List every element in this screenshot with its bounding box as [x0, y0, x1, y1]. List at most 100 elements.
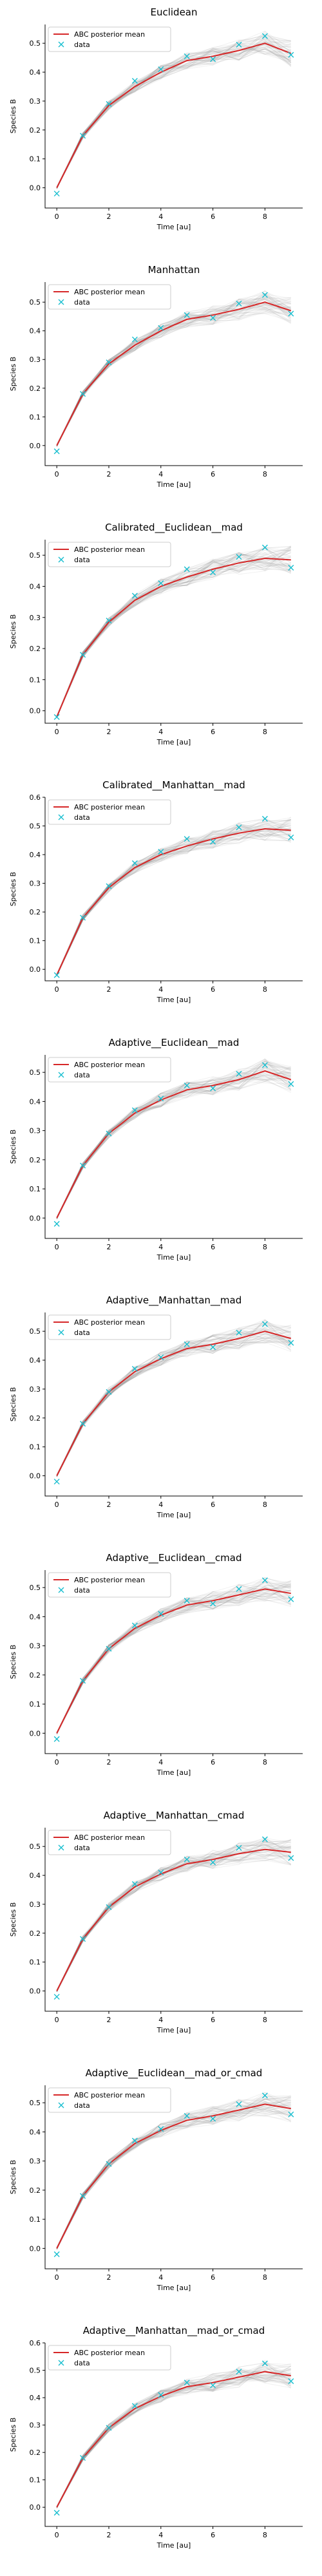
data-point — [210, 56, 216, 62]
data-point — [158, 2392, 164, 2398]
posterior-sample-line — [56, 817, 291, 975]
y-tick-label: 0.2 — [30, 1414, 41, 1423]
legend-frame — [48, 1572, 171, 1598]
posterior-sample-line — [56, 2372, 291, 2508]
posterior-sample-line — [56, 1066, 292, 1218]
posterior-mean-line — [56, 2103, 291, 2249]
x-tick-label: 6 — [211, 1758, 215, 1766]
legend-frame — [48, 26, 171, 52]
data-point — [80, 1162, 86, 1169]
y-tick-label: 0.3 — [30, 2421, 41, 2430]
posterior-sample-line — [56, 819, 291, 977]
posterior-sample-line — [56, 547, 292, 717]
posterior-sample-line — [56, 1063, 291, 1218]
posterior-sample-line — [56, 1320, 292, 1475]
x-tick-label: 8 — [263, 213, 267, 221]
x-tick-label: 0 — [55, 1243, 59, 1251]
y-tick-label: 0.3 — [30, 2157, 41, 2166]
x-tick-label: 4 — [158, 985, 163, 994]
posterior-sample-line — [56, 1063, 292, 1220]
posterior-sample-line — [56, 2374, 291, 2508]
posterior-sample-line — [56, 1070, 291, 1220]
posterior-sample-line — [56, 820, 292, 974]
y-tick-label: 0.1 — [30, 676, 41, 684]
data-point — [53, 191, 60, 197]
x-axis-label: Time [au] — [156, 223, 191, 231]
posterior-sample-line — [56, 1850, 291, 1991]
posterior-sample-line — [56, 1327, 291, 1477]
posterior-mean-line — [56, 828, 291, 976]
posterior-sample-line — [56, 1579, 292, 1733]
posterior-sample-line — [56, 1059, 292, 1218]
y-tick-label: 0.4 — [30, 68, 41, 77]
posterior-sample-line — [56, 1341, 291, 1477]
posterior-sample-line — [56, 1063, 292, 1218]
posterior-sample-line — [56, 293, 291, 446]
data-point — [106, 1645, 112, 1652]
data-point — [158, 1354, 164, 1361]
posterior-sample-line — [56, 2099, 291, 2249]
posterior-sample-line — [56, 32, 292, 188]
posterior-sample-line — [56, 35, 292, 189]
y-tick-label: 0.2 — [30, 384, 41, 393]
x-tick-label: 4 — [158, 2531, 163, 2539]
posterior-sample-line — [56, 292, 292, 445]
posterior-sample-line — [56, 1577, 291, 1732]
x-tick-label: 6 — [211, 1501, 215, 1509]
posterior-sample-line — [56, 1325, 291, 1477]
posterior-sample-line — [56, 1847, 291, 1993]
chart-title: Adaptive__Euclidean__mad_or_cmad — [86, 2067, 263, 2079]
legend-label-data: data — [74, 298, 90, 307]
chart-panel-9: Adaptive__Euclidean__mad_or_cmad 0 2 4 6 8 0.0… — [9, 2067, 303, 2292]
x-tick-label: 0 — [55, 1501, 59, 1509]
posterior-sample-line — [56, 2367, 291, 2508]
posterior-sample-line — [56, 818, 292, 975]
posterior-sample-line — [56, 561, 291, 717]
posterior-sample-line — [56, 293, 292, 445]
posterior-sample-line — [56, 1332, 291, 1475]
data-point — [288, 1596, 294, 1602]
posterior-sample-line — [56, 290, 292, 446]
posterior-sample-line — [56, 546, 291, 717]
posterior-sample-line — [56, 1584, 292, 1733]
posterior-sample-line — [56, 1079, 292, 1217]
posterior-sample-line — [56, 1328, 292, 1477]
posterior-sample-line — [56, 2369, 291, 2508]
data-point — [80, 2193, 86, 2199]
posterior-sample-line — [56, 1584, 291, 1733]
y-tick-label: 0.3 — [30, 355, 41, 364]
posterior-mean-line — [56, 1848, 291, 1992]
posterior-sample-line — [56, 46, 291, 189]
posterior-sample-line — [56, 1340, 291, 1477]
posterior-sample-line — [56, 1591, 291, 1735]
data-point — [106, 359, 112, 366]
data-point — [131, 336, 138, 343]
y-tick-label: 0.1 — [30, 1958, 41, 1967]
legend-label-mean: ABC posterior mean — [74, 545, 145, 554]
chart-panel-4: Calibrated__Manhattan__mad 0 2 4 6 8 0.0 0.1 0.2… — [9, 779, 303, 1004]
posterior-sample-line — [56, 297, 291, 446]
posterior-sample-line — [56, 43, 291, 187]
posterior-sample-line — [56, 818, 291, 976]
posterior-sample-line — [56, 818, 292, 976]
y-axis-label: Species B — [9, 357, 17, 391]
posterior-sample-line — [56, 547, 291, 718]
y-tick-label: 0.1 — [30, 1185, 41, 1193]
data-point — [131, 860, 138, 866]
x-tick-label: 6 — [211, 1243, 215, 1251]
x-tick-label: 2 — [106, 470, 111, 478]
data-point — [131, 2137, 138, 2144]
legend-label-data: data — [74, 1586, 90, 1595]
y-axis-label: Species B — [9, 614, 17, 649]
posterior-sample-line — [56, 37, 292, 189]
posterior-sample-line — [56, 824, 291, 975]
data-point — [158, 66, 164, 73]
posterior-sample-line — [56, 547, 292, 718]
posterior-sample-line — [56, 293, 292, 447]
posterior-sample-line — [56, 1063, 292, 1219]
chart-panel-8: Adaptive__Manhattan__cmad 0 2 4 6 8 0.0 0.1 0.2 0… — [9, 1810, 303, 2034]
x-tick-label: 4 — [158, 1758, 163, 1766]
y-tick-label: 0.1 — [30, 413, 41, 421]
y-tick-label: 0.3 — [30, 1642, 41, 1651]
posterior-sample-line — [56, 545, 292, 717]
